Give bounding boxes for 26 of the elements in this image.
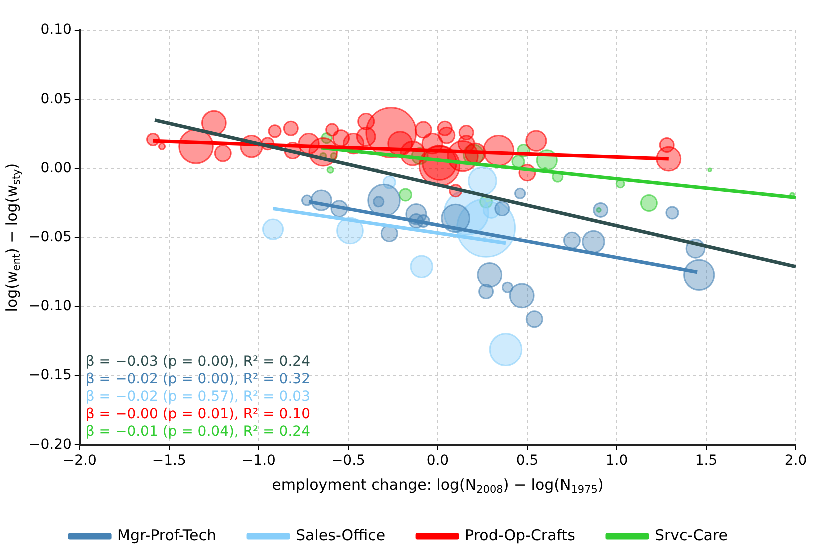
x-tick-label: −0.5 [331, 453, 366, 470]
x-tick-label: 0.0 [426, 453, 450, 470]
y-tick-label: 0.10 [40, 22, 72, 38]
legend-label: Srvc-Care [654, 526, 728, 544]
y-axis-title: log(went) − log(wsty) [2, 163, 24, 312]
x-tick-label: 0.5 [516, 453, 539, 470]
annotation: β = −0.02 (p = 0.00), R² = 0.32 [86, 371, 310, 388]
legend-label: Mgr-Prof-Tech [118, 526, 217, 544]
annotation: β = −0.01 (p = 0.04), R² = 0.24 [86, 424, 311, 440]
y-tick-label: −0.10 [28, 298, 72, 315]
annotation: β = −0.00 (p = 0.01), R² = 0.10 [86, 406, 310, 422]
annotation: β = −0.02 (p = 0.57), R² = 0.03 [86, 388, 310, 405]
y-tick-label: 0.05 [40, 91, 72, 108]
annotation: β = −0.03 (p = 0.00), R² = 0.24 [86, 354, 311, 370]
legend-label: Prod-Op-Crafts [465, 526, 576, 544]
x-tick-label: 2.0 [784, 453, 808, 470]
x-tick-label: 1.0 [606, 453, 628, 470]
y-tick-label: −0.05 [28, 229, 72, 246]
x-tick-label: −2.0 [62, 453, 97, 470]
y-tick-label: −0.15 [28, 368, 72, 384]
x-tick-label: −1.0 [242, 453, 276, 470]
x-tick-label: 1.5 [695, 453, 718, 470]
legend-label: Sales-Office [296, 526, 386, 544]
y-tick-label: 0.00 [40, 160, 72, 176]
y-tick-label: −0.20 [28, 436, 72, 453]
x-tick-label: −1.5 [152, 453, 186, 470]
